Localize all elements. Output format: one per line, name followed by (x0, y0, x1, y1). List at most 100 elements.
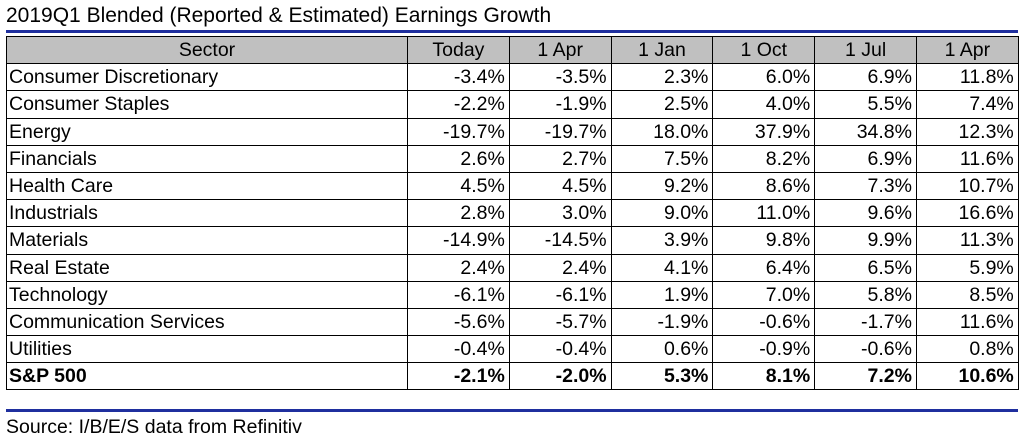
table-row: Utilities -0.4% -0.4% 0.6% -0.9% -0.6% 0.8% (6, 335, 1019, 364)
table-row: Materials -14.9% -14.5% 3.9% 9.8% 9.9% 11.3% (6, 226, 1019, 255)
table-row: Real Estate 2.4% 2.4% 4.1% 6.4% 6.5% 5.9% (6, 253, 1019, 282)
title-underline-rule (6, 30, 1018, 33)
growth-value-cell: -19.7% (508, 117, 612, 146)
growth-value-cell: -3.5% (508, 63, 612, 92)
growth-value-cell: 7.0% (712, 280, 816, 309)
growth-value-cell: 10.7% (915, 171, 1019, 201)
growth-value-cell: -0.4% (407, 335, 510, 364)
growth-value-cell: 11.6% (915, 144, 1019, 173)
growth-value-cell: 1.9% (610, 280, 714, 309)
sector-name: Utilities (6, 335, 408, 364)
growth-value-cell: 6.5% (814, 253, 917, 282)
growth-value-cell: 4.5% (407, 171, 510, 201)
growth-value-cell: -2.2% (407, 90, 510, 119)
growth-value-cell: 8.6% (712, 171, 816, 201)
growth-value-cell: 2.4% (407, 253, 510, 282)
growth-value-cell: 7.5% (610, 144, 714, 173)
growth-value-cell: 9.0% (610, 199, 714, 228)
growth-value-cell: 5.3% (610, 362, 714, 391)
growth-value-cell: 5.8% (814, 280, 917, 309)
growth-value-cell: 6.4% (712, 253, 816, 282)
growth-value-cell: -6.1% (508, 280, 612, 309)
growth-value-cell: 6.0% (712, 63, 816, 92)
growth-value-cell: 9.6% (814, 199, 917, 228)
table-body: Consumer Discretionary -3.4% -3.5% 2.3% 6.0%… (6, 63, 1019, 391)
table-row: Technology -6.1% -6.1% 1.9% 7.0% 5.8% 8.5% (6, 280, 1019, 309)
source-note: Source: I/B/E/S data from Refinitiv (6, 416, 302, 438)
sector-name: Materials (6, 226, 408, 255)
growth-value-cell: 12.3% (915, 117, 1019, 146)
column-header-1-apr: 1 Apr (508, 35, 612, 65)
growth-value-cell: -1.9% (508, 90, 612, 119)
growth-value-cell: -2.0% (508, 362, 612, 391)
growth-value-cell: -1.9% (610, 307, 714, 337)
growth-value-cell: -3.4% (407, 63, 510, 92)
table-row: Consumer Discretionary -3.4% -3.5% 2.3% 6.0%… (6, 63, 1019, 92)
growth-value-cell: 11.6% (915, 307, 1019, 337)
growth-value-cell: 8.2% (712, 144, 816, 173)
source-divider-rule (6, 409, 1018, 412)
column-header-sector: Sector (6, 35, 408, 65)
growth-value-cell: 4.0% (712, 90, 816, 119)
sector-name: Real Estate (6, 253, 408, 282)
growth-value-cell: -1.7% (814, 307, 917, 337)
growth-value-cell: 10.6% (915, 362, 1019, 391)
table-header: Sector Today 1 Apr 1 Jan 1 Oct 1 Jul 1 A… (6, 35, 1019, 65)
growth-value-cell: 11.0% (712, 199, 816, 228)
growth-value-cell: -0.6% (712, 307, 816, 337)
growth-value-cell: 8.1% (712, 362, 816, 391)
sector-name: Consumer Discretionary (6, 63, 408, 92)
sector-name: Energy (6, 117, 408, 146)
growth-value-cell: 34.8% (814, 117, 917, 146)
growth-value-cell: 7.4% (915, 90, 1019, 119)
column-header-1-oct: 1 Oct (712, 35, 816, 65)
growth-value-cell: 8.5% (915, 280, 1019, 309)
table-row: Communication Services -5.6% -5.7% -1.9% -0.… (6, 307, 1019, 337)
growth-value-cell: -5.6% (407, 307, 510, 337)
growth-value-cell: -14.9% (407, 226, 510, 255)
growth-value-cell: 37.9% (712, 117, 816, 146)
growth-value-cell: -2.1% (407, 362, 510, 391)
growth-value-cell: 2.6% (407, 144, 510, 173)
growth-value-cell: 3.9% (610, 226, 714, 255)
total-row: S&P 500 -2.1% -2.0% 5.3% 8.1% 7.2% 10.6% (6, 362, 1019, 391)
growth-value-cell: 6.9% (814, 63, 917, 92)
growth-value-cell: 3.0% (508, 199, 612, 228)
growth-value-cell: 4.5% (508, 171, 612, 201)
growth-value-cell: -5.7% (508, 307, 612, 337)
growth-value-cell: 9.8% (712, 226, 816, 255)
sector-name: Financials (6, 144, 408, 173)
growth-value-cell: -0.9% (712, 335, 816, 364)
growth-value-cell: 0.6% (610, 335, 714, 364)
table-row: Consumer Staples -2.2% -1.9% 2.5% 4.0% 5.5% 7.… (6, 90, 1019, 119)
growth-value-cell: 7.3% (814, 171, 917, 201)
sector-name: Communication Services (6, 307, 408, 337)
table-row: Health Care 4.5% 4.5% 9.2% 8.6% 7.3% 10.7% (6, 171, 1019, 201)
sector-name: Technology (6, 280, 408, 309)
growth-value-cell: 9.2% (610, 171, 714, 201)
table-row: Industrials 2.8% 3.0% 9.0% 11.0% 9.6% 16.6% (6, 199, 1019, 228)
growth-value-cell: -0.4% (508, 335, 612, 364)
growth-value-cell: 11.8% (915, 63, 1019, 92)
sector-name: Consumer Staples (6, 90, 408, 119)
growth-value-cell: 4.1% (610, 253, 714, 282)
column-header-1-jul: 1 Jul (814, 35, 917, 65)
column-header-1-jan: 1 Jan (610, 35, 714, 65)
growth-value-cell: 7.2% (814, 362, 917, 391)
growth-value-cell: -19.7% (407, 117, 510, 146)
table-title: 2019Q1 Blended (Reported & Estimated) Ea… (6, 4, 552, 27)
growth-value-cell: -14.5% (508, 226, 612, 255)
total-label: S&P 500 (6, 362, 408, 391)
growth-value-cell: 2.3% (610, 63, 714, 92)
sector-name: Health Care (6, 171, 408, 201)
growth-value-cell: 5.9% (915, 253, 1019, 282)
growth-value-cell: 2.4% (508, 253, 612, 282)
growth-value-cell: 18.0% (610, 117, 714, 146)
growth-value-cell: 2.7% (508, 144, 612, 173)
column-header-today: Today (407, 35, 510, 65)
growth-value-cell: 2.8% (407, 199, 510, 228)
growth-value-cell: 9.9% (814, 226, 917, 255)
sector-name: Industrials (6, 199, 408, 228)
growth-value-cell: 0.8% (915, 335, 1019, 364)
table-row: Financials 2.6% 2.7% 7.5% 8.2% 6.9% 11.6% (6, 144, 1019, 173)
